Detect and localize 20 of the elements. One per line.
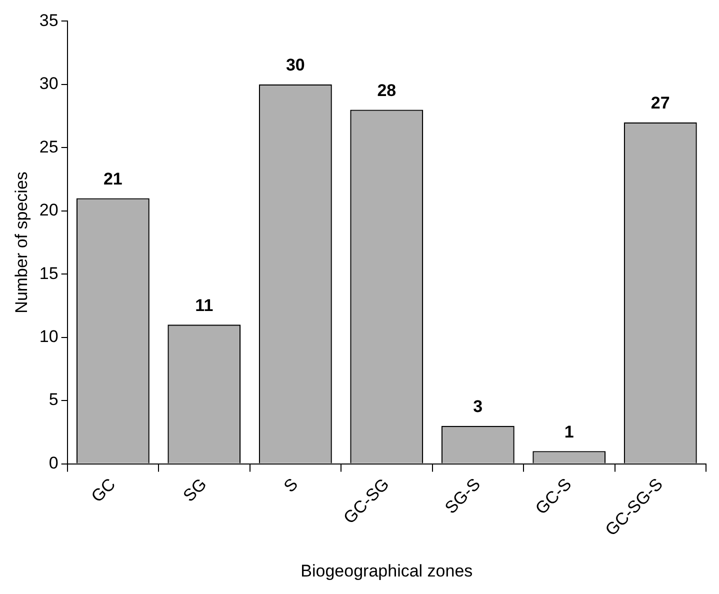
data-label: 11	[195, 296, 214, 315]
y-tick-label: 5	[48, 390, 58, 410]
data-label: 1	[564, 422, 574, 442]
y-tick-label: 35	[39, 10, 58, 30]
data-label: 28	[377, 80, 396, 100]
y-tick-label: 25	[39, 137, 58, 156]
y-tick-label: 0	[48, 453, 58, 472]
data-label: 27	[650, 94, 670, 113]
data-label: 30	[286, 56, 305, 75]
x-tick-label: SG	[180, 474, 210, 506]
x-tick-label: S	[280, 474, 302, 496]
x-tick-label: GC	[88, 474, 120, 506]
data-label: 21	[103, 169, 122, 188]
y-axis-title: Number of species	[12, 172, 31, 314]
y-tick-label: 10	[39, 326, 58, 346]
y-tick-label: 15	[39, 264, 58, 283]
y-tick-label: 30	[39, 74, 58, 94]
y-tick-label: 20	[39, 200, 58, 220]
x-axis-title: Biogeographical zones	[300, 561, 473, 580]
data-label: 3	[473, 397, 483, 416]
